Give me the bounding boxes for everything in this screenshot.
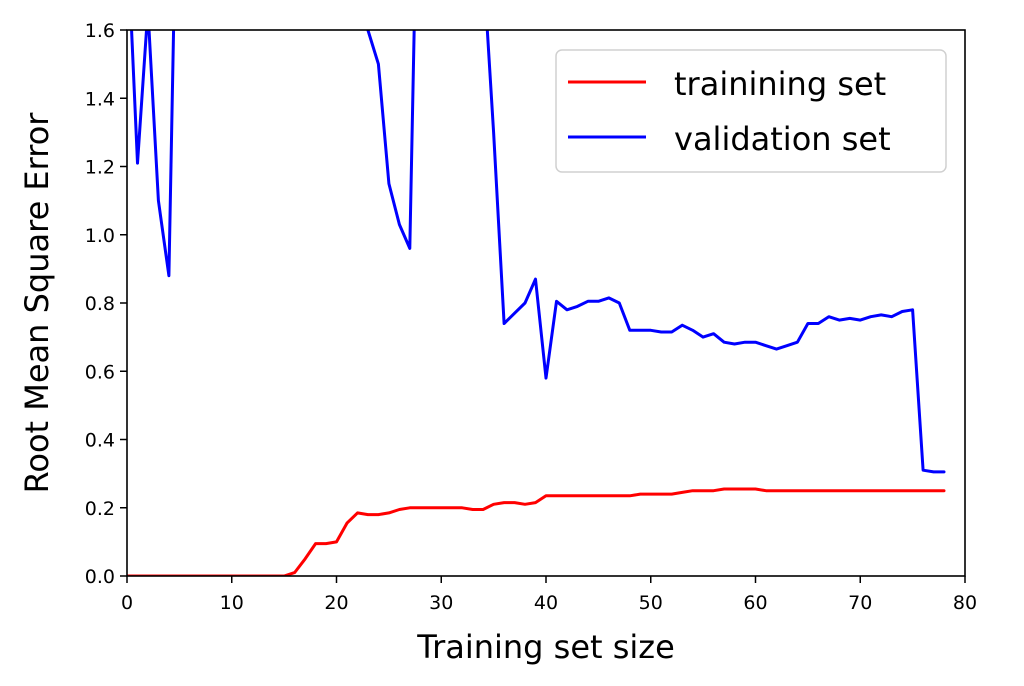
legend-box — [555, 49, 947, 173]
legend-label-validation: validation set — [674, 120, 891, 158]
y-tick-label: 1.6 — [85, 20, 115, 42]
x-tick-label: 20 — [324, 592, 348, 614]
x-axis-ticks: 0 10 20 30 40 50 60 70 80 — [121, 576, 977, 614]
x-tick-label: 50 — [639, 592, 663, 614]
y-tick-label: 0.0 — [85, 566, 115, 588]
x-tick-label: 40 — [534, 592, 558, 614]
x-tick-label: 70 — [848, 592, 872, 614]
y-axis-ticks: 0.0 0.2 0.4 0.6 0.8 1.0 1.2 1.4 1.6 — [85, 20, 127, 588]
y-axis-label: Root Mean Square Error — [18, 112, 56, 494]
series-line-training — [127, 487, 946, 576]
x-tick-label: 0 — [121, 592, 133, 614]
series-layer — [127, 30, 946, 576]
legend: trainining set validation set — [555, 49, 947, 173]
y-tick-label: 0.4 — [85, 430, 115, 452]
x-axis-label: Training set size — [416, 628, 675, 666]
y-tick-label: 1.0 — [85, 225, 115, 247]
y-tick-label: 0.8 — [85, 293, 115, 315]
x-tick-label: 10 — [220, 592, 244, 614]
x-tick-label: 80 — [953, 592, 977, 614]
y-tick-label: 1.4 — [85, 88, 115, 110]
y-tick-label: 0.2 — [85, 498, 115, 520]
series-line-validation — [130, 30, 946, 474]
x-tick-label: 30 — [429, 592, 453, 614]
y-tick-label: 0.6 — [85, 361, 115, 383]
y-tick-label: 1.2 — [85, 157, 115, 179]
x-tick-label: 60 — [743, 592, 767, 614]
legend-label-training: trainining set — [674, 65, 886, 103]
